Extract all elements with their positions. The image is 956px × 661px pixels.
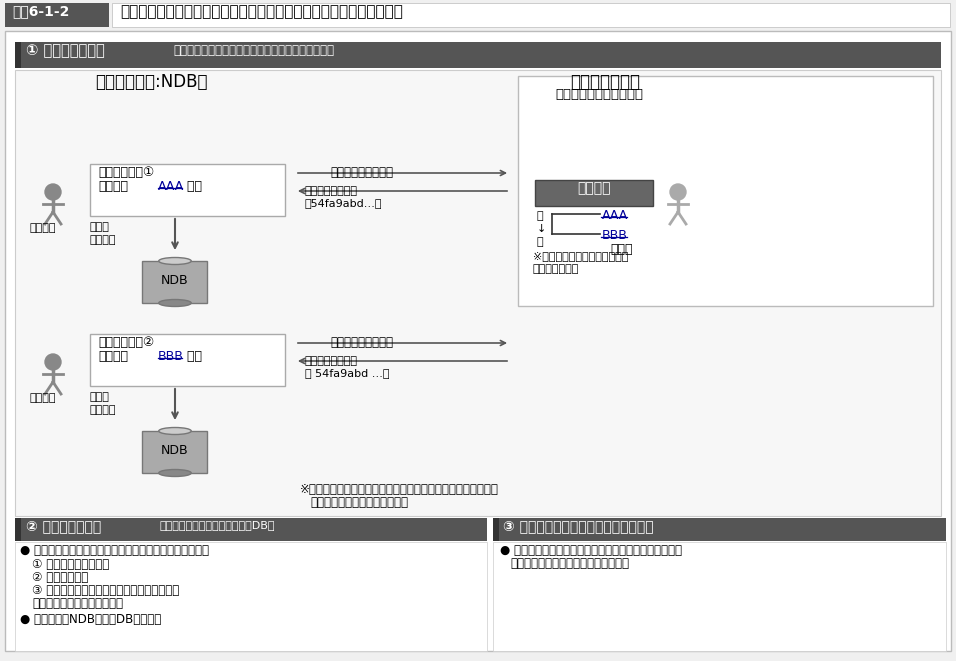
Bar [15, 70, 941, 516]
Bar [112, 3, 950, 27]
Bar [518, 76, 933, 306]
Text: が明記・確保されていること: が明記・確保されていること [32, 597, 123, 610]
Text: （オンライン資格確認を運営する者）: （オンライン資格確認を運営する者） [510, 557, 629, 570]
Bar [15, 518, 21, 541]
Text: ③ 名寄せシステムを管理・運営する者: ③ 名寄せシステムを管理・運営する者 [503, 519, 654, 533]
Text: 被保険者番号を照会: 被保険者番号を照会 [330, 166, 393, 179]
Ellipse shape [159, 469, 191, 477]
Bar [90, 334, 285, 386]
Text: ② 安全確保措置: ② 安全確保措置 [32, 571, 88, 584]
Text: BBB: BBB [158, 350, 184, 363]
Text: ① 利用目的や収集根拠: ① 利用目的や収集根拠 [32, 558, 109, 571]
Text: 被保険者番号を活用した医療・介護データの名寄せ・連結精度の向上: 被保険者番号を活用した医療・介護データの名寄せ・連結精度の向上 [120, 4, 402, 19]
Text: 厚生花子: 厚生花子 [30, 223, 56, 233]
Text: 古: 古 [537, 211, 544, 221]
Bar [15, 42, 941, 68]
Text: ～～: ～～ [183, 180, 202, 193]
Circle shape [45, 354, 61, 370]
Bar [15, 518, 487, 541]
Bar [5, 3, 109, 27]
Text: ● 医療・介護等の分野の公的データベースで、法律等で、: ● 医療・介護等の分野の公的データベースで、法律等で、 [20, 544, 209, 557]
Text: ● 社会保険診療報酬支払基金・国民健康保険団体連合会: ● 社会保険診療報酬支払基金・国民健康保険団体連合会 [500, 544, 682, 557]
Ellipse shape [159, 428, 191, 434]
Text: BBB: BBB [602, 229, 628, 242]
Text: 新: 新 [537, 237, 544, 247]
Text: 被保番：: 被保番： [98, 180, 128, 193]
Text: 図表6-1-2: 図表6-1-2 [12, 4, 70, 18]
Bar [15, 42, 21, 68]
Bar [90, 164, 285, 216]
Text: （ 54fa9abd …）: （ 54fa9abd …） [305, 368, 389, 378]
Text: 連結のために必要な情報を回答: 連結のために必要な情報を回答 [310, 496, 408, 509]
Text: AAA: AAA [158, 180, 185, 193]
Bar [15, 542, 487, 651]
Text: 同一人物性の回答: 同一人物性の回答 [305, 356, 358, 366]
Text: ・・・: ・・・ [610, 243, 633, 256]
Bar [0, 0, 956, 29]
Bar [493, 542, 946, 651]
Circle shape [45, 184, 61, 200]
Bar [142, 431, 207, 473]
Text: 管理・運営主体: 管理・運営主体 [570, 73, 640, 91]
Text: ↓: ↓ [537, 224, 547, 234]
Text: 被保険者番号を照会: 被保険者番号を照会 [330, 336, 393, 349]
Text: （被保険者番号の履歴を活用した名寄せシステム）: （被保険者番号の履歴を活用した名寄せシステム） [173, 44, 334, 57]
Bar [142, 261, 207, 303]
Text: ③ 第三者提供のスキーム（照合禁止規定等）: ③ 第三者提供のスキーム（照合禁止規定等） [32, 584, 179, 597]
Text: （54fa9abd…）: （54fa9abd…） [305, 198, 382, 208]
Text: 厚生花子: 厚生花子 [577, 181, 611, 195]
Text: オンライン資格確認基盤: オンライン資格確認基盤 [555, 88, 643, 101]
Bar [493, 518, 499, 541]
Text: 匿名化
して格納: 匿名化 して格納 [90, 222, 117, 245]
Text: ① 具体的スキーム: ① 具体的スキーム [26, 43, 105, 58]
Text: 医療レセプト①: 医療レセプト① [98, 166, 154, 179]
Text: ② 対象となるＤＢ: ② 対象となるＤＢ [26, 519, 101, 533]
Text: 匿名化
して格納: 匿名化 して格納 [90, 392, 117, 415]
Text: 同一人物性の回答: 同一人物性の回答 [305, 186, 358, 196]
Bar [493, 518, 946, 541]
Text: 医療レセプト②: 医療レセプト② [98, 336, 154, 349]
Text: NDB: NDB [162, 444, 189, 457]
Ellipse shape [159, 258, 191, 264]
Text: 活用主体（例:NDB）: 活用主体（例:NDB） [95, 73, 207, 91]
Text: ※照会された被保番に関して、履歴を確認し、正確な名寄せ・: ※照会された被保番に関して、履歴を確認し、正確な名寄せ・ [300, 483, 499, 496]
Text: NDB: NDB [162, 274, 189, 288]
Text: AAA: AAA [602, 209, 628, 222]
Bar [535, 180, 653, 206]
Text: ※個人単位化される被保険者番
号の履歴を管理: ※個人単位化される被保険者番 号の履歴を管理 [533, 251, 628, 274]
Text: 厚生花子: 厚生花子 [30, 393, 56, 403]
Ellipse shape [159, 299, 191, 307]
Text: （名寄せシステムを利用できるDB）: （名寄せシステムを利用できるDB） [160, 520, 275, 530]
Text: ～～: ～～ [183, 350, 202, 363]
Text: ● 現在では、NDB・介護DB等を想定: ● 現在では、NDB・介護DB等を想定 [20, 613, 162, 626]
Circle shape [670, 184, 686, 200]
Text: 被保番：: 被保番： [98, 350, 128, 363]
